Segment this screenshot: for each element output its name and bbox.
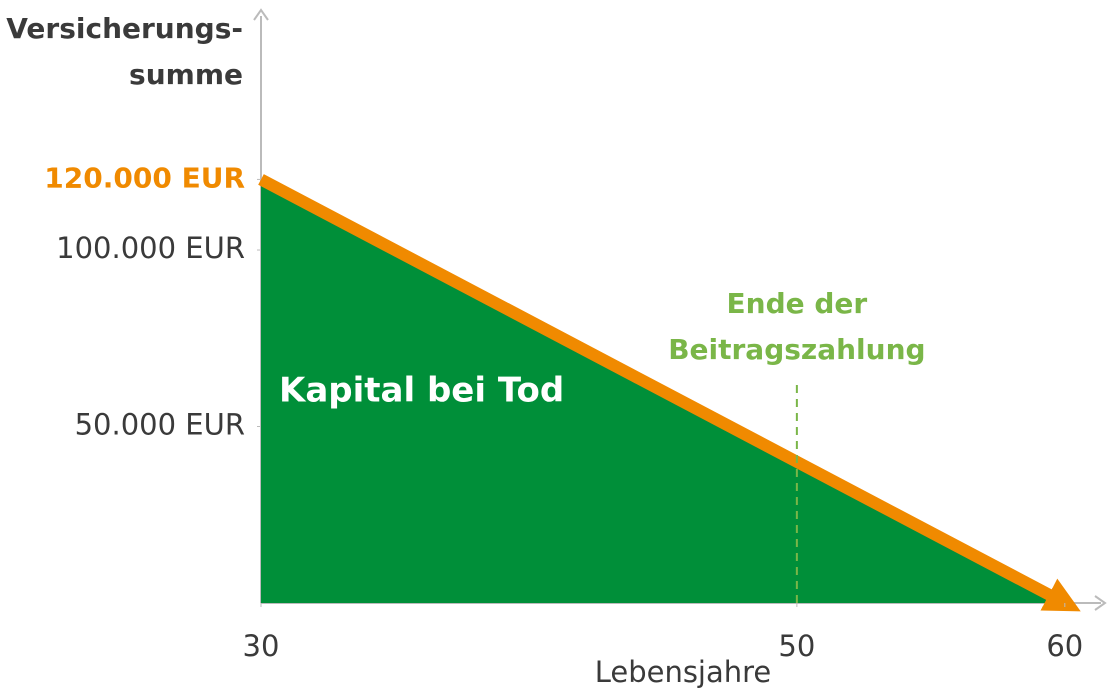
area-label: Kapital bei Tod bbox=[279, 371, 564, 411]
x-axis-arrow bbox=[1094, 595, 1107, 611]
y-axis-title: Versicherungs- bbox=[6, 12, 243, 45]
annotation-text: Beitragszahlung bbox=[668, 333, 925, 366]
line bbox=[258, 174, 1081, 612]
y-axis-arrow bbox=[253, 8, 269, 21]
x-tick-label: 50 bbox=[778, 629, 815, 663]
annotation-text: Ende der bbox=[727, 287, 868, 320]
y-tick-label: 120.000 EUR bbox=[44, 161, 245, 194]
y-axis-title: summe bbox=[129, 58, 243, 91]
x-axis-title: Lebensjahre bbox=[595, 655, 772, 689]
y-tick-label: 100.000 EUR bbox=[56, 231, 245, 265]
x-tick-label: 30 bbox=[243, 629, 280, 663]
x-tick-label: 60 bbox=[1046, 629, 1083, 663]
y-tick-label: 50.000 EUR bbox=[75, 408, 245, 442]
